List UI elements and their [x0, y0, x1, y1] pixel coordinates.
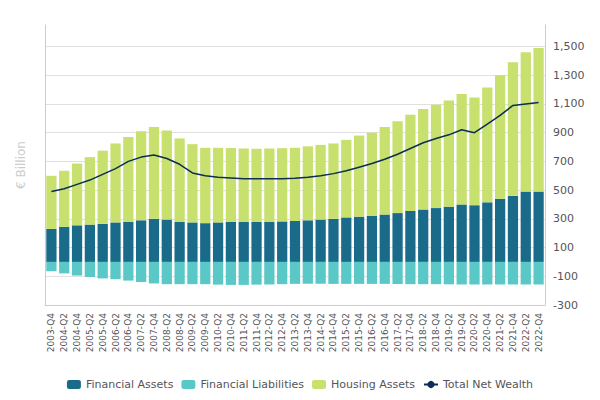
svg-text:2021-Q2: 2021-Q2: [495, 313, 505, 352]
svg-text:2017-Q2: 2017-Q2: [393, 313, 403, 352]
svg-text:2014-Q2: 2014-Q2: [316, 313, 326, 352]
svg-text:2015-Q4: 2015-Q4: [354, 313, 364, 353]
svg-text:€ Billion: € Billion: [14, 141, 28, 189]
svg-text:100: 100: [553, 241, 574, 254]
svg-text:2004-Q2: 2004-Q2: [59, 313, 69, 352]
svg-text:-100: -100: [553, 270, 578, 283]
svg-text:Total Net Wealth: Total Net Wealth: [442, 378, 533, 391]
svg-text:2003-Q4: 2003-Q4: [46, 313, 56, 353]
svg-text:2016-Q4: 2016-Q4: [380, 313, 390, 353]
svg-text:2007-Q2: 2007-Q2: [136, 313, 146, 352]
svg-text:2009-Q2: 2009-Q2: [187, 313, 197, 352]
svg-text:500: 500: [553, 184, 574, 197]
svg-text:2007-Q4: 2007-Q4: [149, 313, 159, 353]
svg-text:2005-Q2: 2005-Q2: [85, 313, 95, 352]
svg-text:2012-Q2: 2012-Q2: [264, 313, 274, 352]
svg-text:2011-Q2: 2011-Q2: [239, 313, 249, 352]
svg-text:Financial Assets: Financial Assets: [86, 378, 174, 391]
svg-text:2019-Q2: 2019-Q2: [444, 313, 454, 352]
svg-text:-300: -300: [553, 299, 578, 312]
svg-text:2006-Q4: 2006-Q4: [123, 313, 133, 353]
svg-text:1,500: 1,500: [553, 40, 585, 53]
svg-text:2013-Q2: 2013-Q2: [290, 313, 300, 352]
svg-text:2013-Q4: 2013-Q4: [303, 313, 313, 353]
svg-text:2022-Q2: 2022-Q2: [521, 313, 531, 352]
svg-text:900: 900: [553, 126, 574, 139]
svg-text:2018-Q4: 2018-Q4: [431, 313, 441, 353]
svg-text:2012-Q4: 2012-Q4: [277, 313, 287, 353]
svg-text:2019-Q4: 2019-Q4: [457, 313, 467, 353]
svg-text:2020-Q2: 2020-Q2: [469, 313, 479, 352]
svg-text:2015-Q2: 2015-Q2: [341, 313, 351, 352]
svg-text:700: 700: [553, 155, 574, 168]
svg-text:2017-Q4: 2017-Q4: [405, 313, 415, 353]
svg-text:2008-Q4: 2008-Q4: [175, 313, 185, 353]
svg-text:2020-Q4: 2020-Q4: [482, 313, 492, 353]
svg-text:2006-Q2: 2006-Q2: [111, 313, 121, 352]
svg-text:2005-Q4: 2005-Q4: [98, 313, 108, 353]
svg-text:2018-Q2: 2018-Q2: [418, 313, 428, 352]
svg-text:2004-Q4: 2004-Q4: [72, 313, 82, 353]
svg-text:Financial Liabilities: Financial Liabilities: [200, 378, 304, 391]
svg-text:2010-Q2: 2010-Q2: [213, 313, 223, 352]
svg-text:2014-Q4: 2014-Q4: [328, 313, 338, 353]
svg-text:2009-Q4: 2009-Q4: [200, 313, 210, 353]
svg-text:300: 300: [553, 212, 574, 225]
svg-text:2010-Q4: 2010-Q4: [226, 313, 236, 353]
svg-text:2011-Q4: 2011-Q4: [252, 313, 262, 353]
svg-text:1,100: 1,100: [553, 97, 585, 110]
svg-text:1,300: 1,300: [553, 69, 585, 82]
svg-text:2021-Q4: 2021-Q4: [508, 313, 518, 353]
svg-text:2016-Q2: 2016-Q2: [367, 313, 377, 352]
svg-text:2008-Q2: 2008-Q2: [162, 313, 172, 352]
svg-text:2022-Q4: 2022-Q4: [534, 313, 544, 353]
svg-text:Housing Assets: Housing Assets: [331, 378, 415, 391]
